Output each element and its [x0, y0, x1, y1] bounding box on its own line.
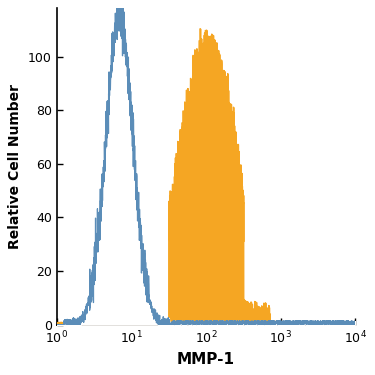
Y-axis label: Relative Cell Number: Relative Cell Number: [8, 84, 22, 249]
X-axis label: MMP-1: MMP-1: [177, 352, 235, 367]
